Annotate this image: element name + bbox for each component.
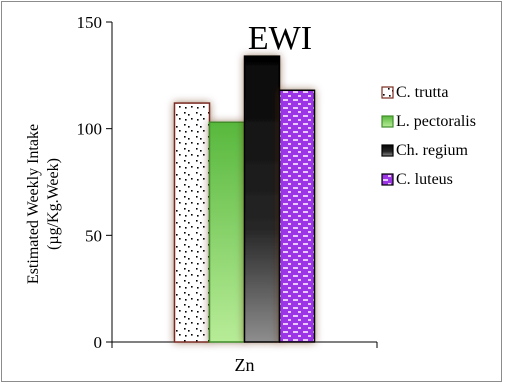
y-tick-label: 150	[77, 13, 103, 32]
legend-label: Ch. regium	[396, 142, 469, 159]
bar-ch-regium	[243, 55, 281, 343]
legend-label: C. luteus	[396, 171, 453, 188]
bar-c-trutta	[173, 102, 211, 343]
chart-title: EWI	[248, 20, 312, 57]
y-axis-label-line-1: Estimated Weekly Intake	[25, 124, 42, 284]
y-tick-label: 100	[77, 120, 103, 139]
legend-swatch	[381, 115, 394, 128]
x-axis: Zn	[111, 341, 378, 375]
y-axis: 0 50 100 150	[77, 13, 113, 352]
bar-l-pectoralis	[208, 121, 246, 343]
legend-label: C. trutta	[396, 84, 448, 101]
legend: C. trutta L. pectoralis Ch. regium C. luteu…	[381, 84, 476, 188]
x-category-label: Zn	[235, 355, 255, 375]
legend-swatch	[381, 86, 394, 99]
y-tick-label: 50	[85, 226, 102, 245]
y-axis-label-line-2: (µg/Kg.Week)	[45, 158, 62, 250]
y-tick-label: 0	[94, 333, 103, 352]
legend-swatch	[381, 173, 394, 186]
legend-label: L. pectoralis	[396, 113, 476, 130]
legend-swatch	[381, 144, 394, 157]
bar-c-luteus	[278, 89, 316, 343]
bars	[173, 55, 316, 343]
y-axis-label: Estimated Weekly Intake (µg/Kg.Week)	[25, 124, 62, 284]
